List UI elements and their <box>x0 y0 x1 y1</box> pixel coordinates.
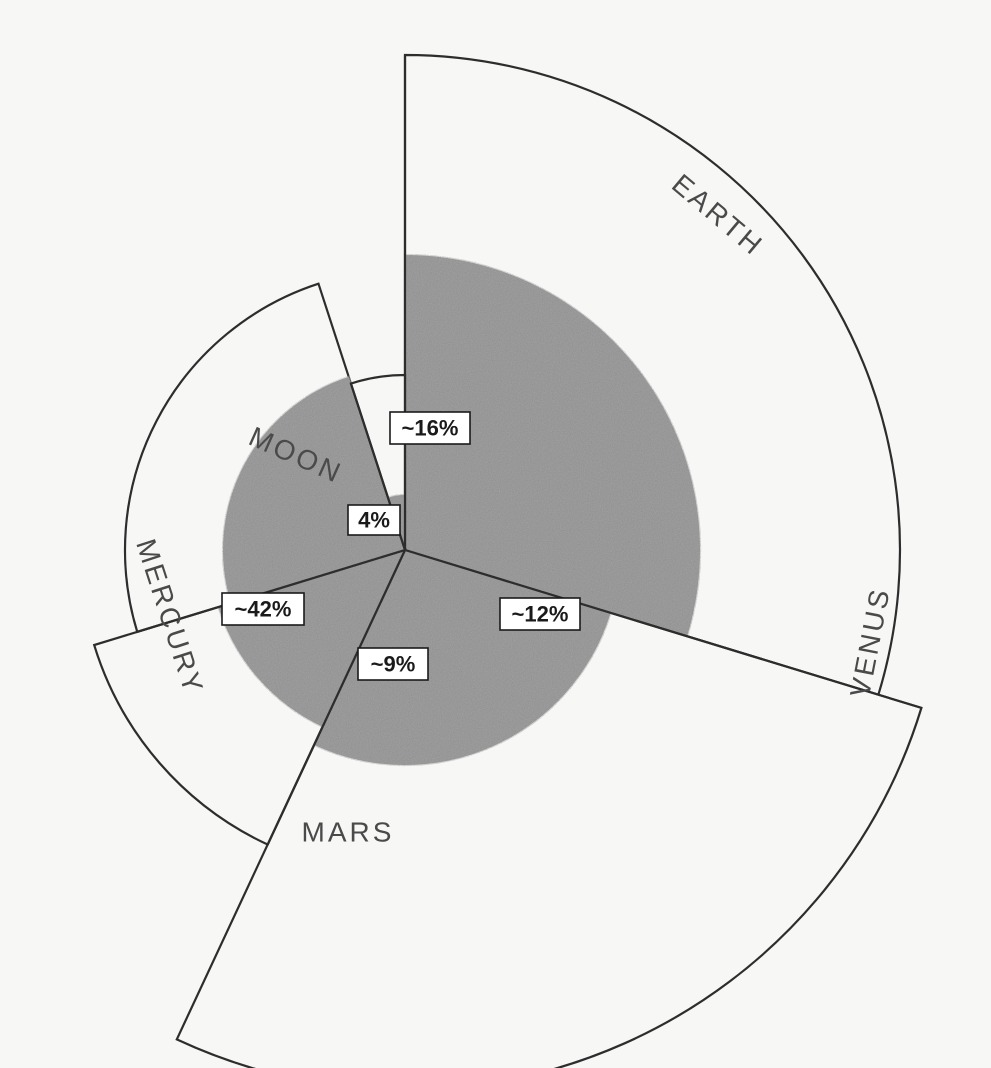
pct-label-earth: ~16% <box>402 416 459 441</box>
slices-outer-group <box>94 55 921 1068</box>
pct-label-venus: ~12% <box>512 602 569 627</box>
pct-label-moon: 4% <box>358 508 390 533</box>
pct-label-mars: ~9% <box>371 652 416 677</box>
pct-label-mercury: ~42% <box>235 597 292 622</box>
name-label-mars: MARS <box>302 817 395 848</box>
polar-area-chart: ~16%~12%~9%~42%4% EARTHVENUSMARSMERCURYM… <box>0 0 991 1068</box>
